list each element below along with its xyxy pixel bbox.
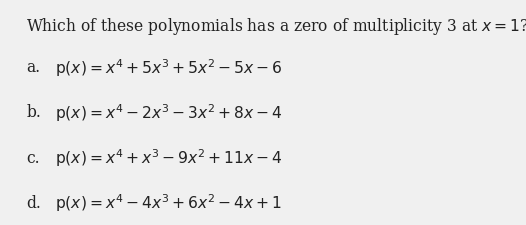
Text: Which of these polynomials has a zero of multiplicity 3 at $x = 1$?: Which of these polynomials has a zero of… bbox=[26, 16, 526, 37]
Text: a.: a. bbox=[26, 59, 41, 76]
Text: b.: b. bbox=[26, 104, 41, 121]
Text: $\mathrm{p}(x) = x^4 - 4x^3 + 6x^2 - 4x + 1$: $\mathrm{p}(x) = x^4 - 4x^3 + 6x^2 - 4x … bbox=[55, 192, 282, 213]
Text: $\mathrm{p}(x) = x^4 + 5x^3 + 5x^2 - 5x - 6$: $\mathrm{p}(x) = x^4 + 5x^3 + 5x^2 - 5x … bbox=[55, 57, 283, 78]
Text: $\mathrm{p}(x) = x^4 + x^3 - 9x^2 + 11x - 4$: $\mathrm{p}(x) = x^4 + x^3 - 9x^2 + 11x … bbox=[55, 147, 283, 168]
Text: $\mathrm{p}(x) = x^4 - 2x^3 - 3x^2 + 8x - 4$: $\mathrm{p}(x) = x^4 - 2x^3 - 3x^2 + 8x … bbox=[55, 102, 283, 123]
Text: d.: d. bbox=[26, 194, 41, 211]
Text: c.: c. bbox=[26, 149, 40, 166]
